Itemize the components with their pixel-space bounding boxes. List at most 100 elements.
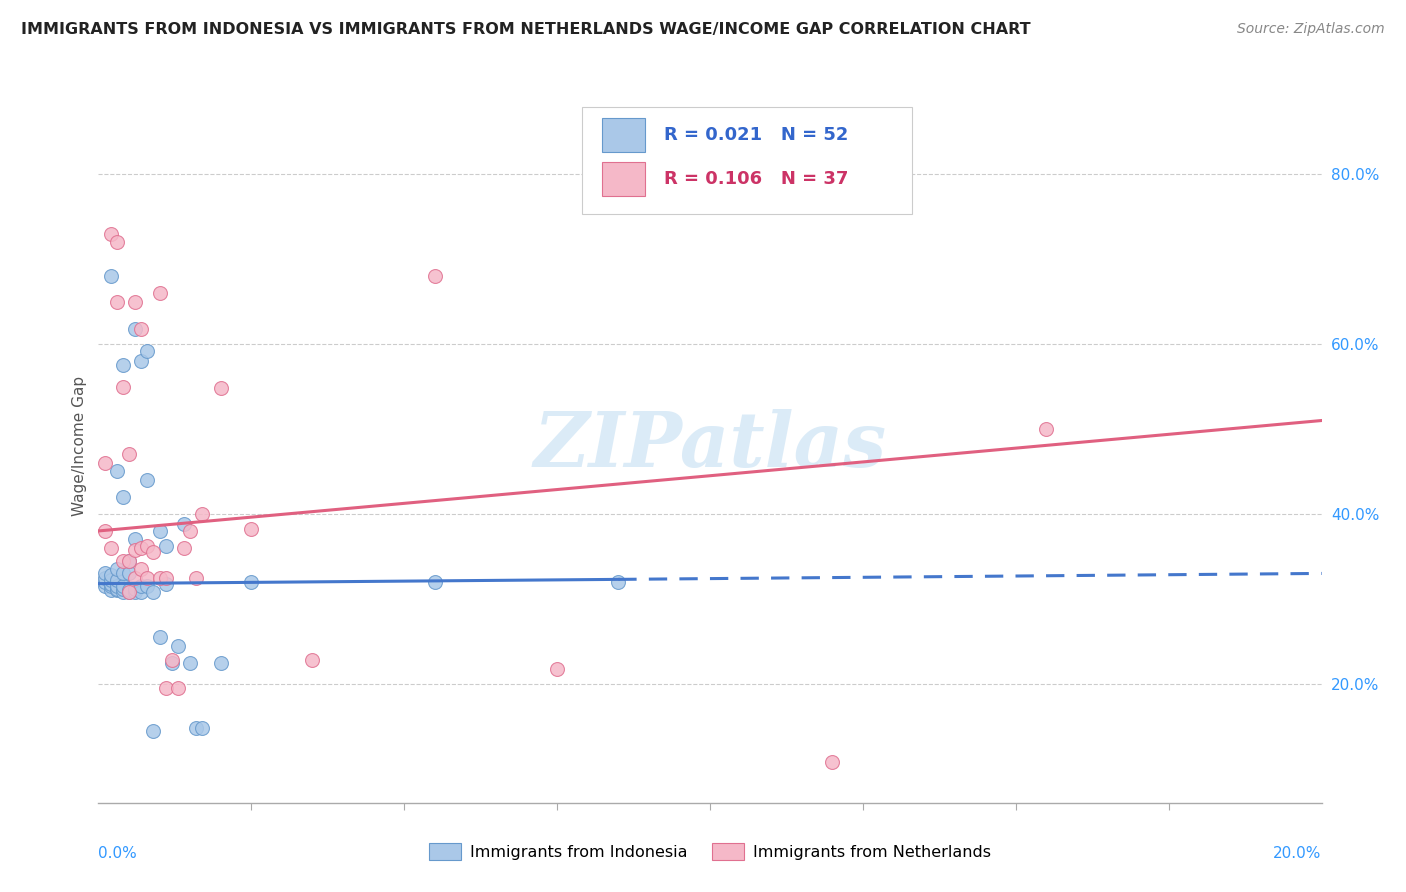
Point	[155, 681, 177, 695]
Point	[423, 269, 446, 284]
Point	[179, 524, 201, 538]
Point	[209, 656, 232, 670]
Point	[100, 579, 122, 593]
Point	[100, 573, 122, 587]
Point	[136, 539, 159, 553]
Point	[142, 585, 165, 599]
Point	[124, 582, 146, 596]
Point	[118, 554, 141, 568]
Point	[129, 354, 152, 368]
Point	[160, 653, 183, 667]
Point	[118, 448, 141, 462]
Point	[105, 579, 128, 593]
Point	[136, 579, 159, 593]
Point	[93, 524, 115, 538]
Point	[607, 574, 630, 589]
Point	[118, 566, 141, 581]
Point	[173, 541, 195, 555]
Point	[155, 539, 177, 553]
Point	[167, 639, 190, 653]
Point	[173, 517, 195, 532]
Point	[118, 585, 141, 599]
Point	[100, 541, 122, 555]
Point	[124, 542, 146, 557]
Point	[209, 381, 232, 395]
Point	[136, 473, 159, 487]
Point	[240, 574, 263, 589]
Point	[124, 533, 146, 547]
Point	[111, 582, 134, 596]
Point	[136, 571, 159, 585]
Point	[100, 576, 122, 591]
Point	[149, 571, 172, 585]
Bar	[602, 118, 645, 152]
Point	[111, 554, 134, 568]
Point	[93, 566, 115, 581]
Text: IMMIGRANTS FROM INDONESIA VS IMMIGRANTS FROM NETHERLANDS WAGE/INCOME GAP CORRELA: IMMIGRANTS FROM INDONESIA VS IMMIGRANTS …	[21, 22, 1031, 37]
Point	[129, 562, 152, 576]
Point	[129, 579, 152, 593]
Point	[93, 456, 115, 470]
Point	[100, 227, 122, 241]
Point	[111, 566, 134, 581]
Point	[160, 656, 183, 670]
Point	[191, 721, 214, 735]
Point	[142, 723, 165, 738]
Point	[129, 585, 152, 599]
Point	[111, 585, 134, 599]
Point	[111, 490, 134, 504]
Text: Source: ZipAtlas.com: Source: ZipAtlas.com	[1237, 22, 1385, 37]
Point	[423, 574, 446, 589]
Point	[93, 574, 115, 589]
Text: 0.0%: 0.0%	[98, 846, 138, 861]
Point	[111, 579, 134, 593]
Text: ZIPatlas: ZIPatlas	[533, 409, 887, 483]
Point	[93, 579, 115, 593]
Point	[100, 583, 122, 598]
Point	[111, 359, 134, 373]
Point	[118, 583, 141, 598]
Point	[301, 653, 323, 667]
Point	[124, 585, 146, 599]
Point	[124, 322, 146, 336]
Point	[179, 656, 201, 670]
Point	[105, 583, 128, 598]
Point	[118, 585, 141, 599]
Point	[129, 541, 152, 555]
Point	[191, 507, 214, 521]
Point	[111, 379, 134, 393]
Point	[186, 721, 208, 735]
Point	[118, 554, 141, 568]
Point	[105, 465, 128, 479]
Point	[149, 524, 172, 538]
Point	[240, 522, 263, 536]
Point	[105, 562, 128, 576]
Point	[105, 235, 128, 249]
Point	[93, 571, 115, 585]
Text: 20.0%: 20.0%	[1274, 846, 1322, 861]
Point	[129, 322, 152, 336]
FancyBboxPatch shape	[582, 107, 912, 214]
Point	[155, 576, 177, 591]
Text: R = 0.106   N = 37: R = 0.106 N = 37	[664, 170, 848, 188]
Point	[167, 681, 190, 695]
Point	[100, 568, 122, 582]
Point	[105, 582, 128, 596]
Point	[124, 294, 146, 309]
Point	[105, 294, 128, 309]
Point	[186, 571, 208, 585]
Point	[149, 286, 172, 301]
Point	[149, 630, 172, 644]
Text: R = 0.021   N = 52: R = 0.021 N = 52	[664, 126, 848, 144]
Point	[105, 573, 128, 587]
Point	[821, 755, 844, 769]
Legend: Immigrants from Indonesia, Immigrants from Netherlands: Immigrants from Indonesia, Immigrants fr…	[422, 837, 998, 866]
Point	[546, 662, 568, 676]
Point	[100, 269, 122, 284]
Point	[124, 571, 146, 585]
Point	[155, 571, 177, 585]
Point	[1035, 422, 1057, 436]
Bar	[602, 162, 645, 196]
Y-axis label: Wage/Income Gap: Wage/Income Gap	[72, 376, 87, 516]
Point	[142, 545, 165, 559]
